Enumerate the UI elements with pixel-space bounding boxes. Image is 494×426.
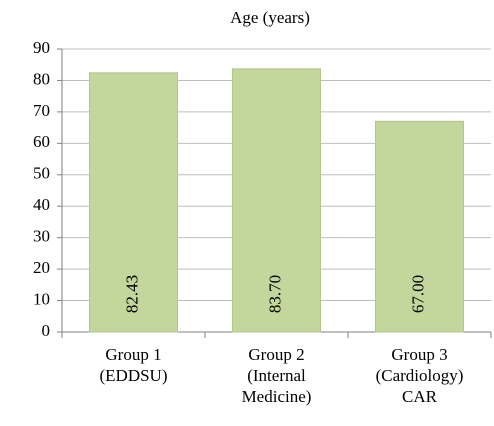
bar: [232, 68, 321, 333]
y-tick-label: 70: [33, 101, 50, 120]
bar: [375, 120, 464, 333]
y-tick-label: 90: [33, 38, 50, 57]
chart-title: Age (years): [230, 8, 310, 27]
y-tick-label: 40: [33, 195, 50, 214]
value-label: 67.00: [408, 275, 427, 313]
y-tick-label: 0: [42, 321, 51, 340]
y-tick-label: 50: [33, 164, 50, 183]
x-tick-label: Group 1 (EDDSU): [99, 345, 168, 385]
y-tick-label: 80: [33, 69, 50, 88]
y-tick-label: 30: [33, 227, 50, 246]
value-label: 82.43: [122, 275, 141, 313]
value-label: 83.70: [265, 275, 284, 313]
x-tick-label: Group 2 (Internal Medicine): [241, 345, 312, 406]
y-tick-label: 10: [33, 289, 50, 308]
x-tick-label: Group 3 (Cardiology) CAR: [375, 345, 464, 406]
y-tick-label: 60: [33, 132, 50, 151]
y-tick-label: 20: [33, 258, 50, 277]
bar: [89, 72, 178, 333]
